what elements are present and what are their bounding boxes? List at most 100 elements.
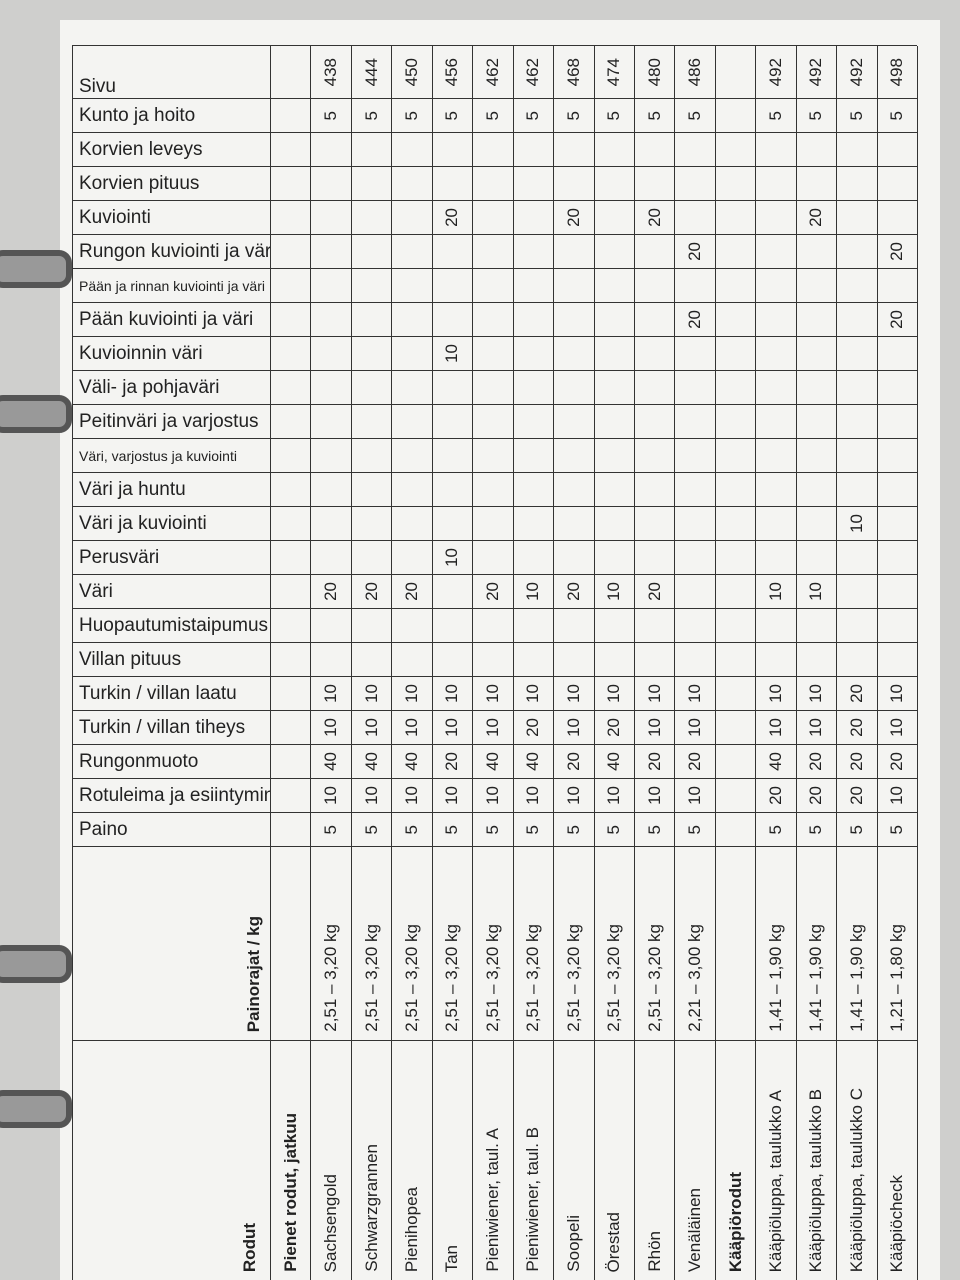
score-cell <box>634 371 676 405</box>
score-cell <box>675 133 716 167</box>
score-cell-text: 20 <box>846 684 866 703</box>
score-cell <box>554 269 595 303</box>
score-cell-text: 10 <box>402 718 422 737</box>
score-cell: 5 <box>473 99 514 133</box>
breed-name-text: Schwarzgrannen <box>361 1144 381 1272</box>
score-cell <box>877 405 918 439</box>
empty-cell <box>715 439 757 473</box>
score-cell <box>513 541 555 575</box>
score-cell <box>675 575 716 609</box>
breeds-label: Rodut <box>73 1041 271 1280</box>
score-cell <box>392 337 433 371</box>
score-cell: 20 <box>675 745 716 779</box>
breed-name: Tan <box>433 1041 474 1280</box>
score-cell-text: 5 <box>644 824 664 835</box>
score-cell: 10 <box>594 575 635 609</box>
score-cell: 5 <box>554 813 595 847</box>
breed-name-text: Kääpiöcheck <box>887 1174 907 1272</box>
score-cell <box>554 303 595 337</box>
score-cell: 456 <box>432 46 474 99</box>
score-cell-text: 20 <box>685 242 705 261</box>
score-cell-text: 10 <box>402 786 422 805</box>
score-cell: 5 <box>513 813 555 847</box>
score-cell: 20 <box>554 201 595 235</box>
score-cell <box>432 575 474 609</box>
score-cell-text: 5 <box>442 110 462 121</box>
score-cell <box>796 303 838 337</box>
criterion-label-text: Pään ja rinnan kuviointi ja väri <box>79 277 265 294</box>
score-cell <box>756 269 797 303</box>
score-cell <box>675 337 716 371</box>
breed-name-text: Soopeli <box>563 1215 583 1272</box>
score-cell: 10 <box>756 575 797 609</box>
score-cell <box>473 405 514 439</box>
score-cell: 10 <box>796 711 838 745</box>
score-cell <box>432 371 474 405</box>
score-cell <box>513 303 555 337</box>
score-cell-text: 10 <box>523 582 543 601</box>
score-cell-text: 462 <box>523 57 543 87</box>
score-cell <box>473 167 514 201</box>
breed-name: Kääpiöluppa, taulukko C <box>837 1041 878 1280</box>
score-cell <box>675 541 716 575</box>
score-cell <box>837 303 878 337</box>
score-cell-text: 5 <box>321 824 341 835</box>
criterion-label-text: Perusväri <box>79 546 160 568</box>
breed-name: Kääpiöcheck <box>878 1041 918 1280</box>
score-cell <box>756 133 797 167</box>
score-cell: 20 <box>796 779 838 813</box>
criterion-label: Korvien pituus <box>73 167 271 201</box>
score-cell: 40 <box>392 745 433 779</box>
score-cell <box>554 167 595 201</box>
empty-cell <box>715 201 757 235</box>
empty-cell <box>715 133 757 167</box>
score-cell: 10 <box>311 711 352 745</box>
score-cell-text: 5 <box>523 110 543 121</box>
score-cell-text: 10 <box>644 718 664 737</box>
score-cell-text: 10 <box>402 684 422 703</box>
breed-name: Kääpiöluppa, taulukko B <box>797 1041 838 1280</box>
score-cell <box>513 167 555 201</box>
score-cell-text: 10 <box>482 684 502 703</box>
score-cell: 10 <box>756 677 797 711</box>
score-cell: 10 <box>594 779 635 813</box>
score-cell <box>634 269 676 303</box>
weight-range-text: 2,51 – 3,20 kg <box>482 924 502 1032</box>
score-cell <box>392 167 433 201</box>
score-cell <box>513 337 555 371</box>
score-cell <box>796 269 838 303</box>
score-cell <box>432 167 474 201</box>
empty-cell <box>715 507 757 541</box>
score-cell <box>513 235 555 269</box>
score-cell <box>311 235 352 269</box>
score-cell-text: 10 <box>563 684 583 703</box>
score-cell <box>392 541 433 575</box>
score-cell-text: 20 <box>806 786 826 805</box>
score-cell-text: 40 <box>523 752 543 771</box>
score-cell: 20 <box>837 677 878 711</box>
weight-range-text: 1,21 – 1,80 kg <box>887 924 907 1032</box>
score-cell <box>756 167 797 201</box>
score-cell <box>594 473 635 507</box>
empty-cell <box>271 541 312 575</box>
score-cell <box>473 643 514 677</box>
score-cell <box>837 337 878 371</box>
score-cell <box>756 405 797 439</box>
score-cell-text: 10 <box>604 582 624 601</box>
empty-cell <box>271 405 312 439</box>
score-cell <box>796 405 838 439</box>
score-cell-text: 20 <box>846 752 866 771</box>
criterion-label: Paino <box>73 813 271 847</box>
score-cell-text: 5 <box>846 824 866 835</box>
score-cell: 20 <box>432 201 474 235</box>
score-cell <box>877 643 918 677</box>
score-cell: 10 <box>554 677 595 711</box>
score-cell-text: 5 <box>765 110 785 121</box>
score-cell <box>594 439 635 473</box>
score-cell <box>554 609 595 643</box>
score-cell: 5 <box>877 813 918 847</box>
score-cell: 20 <box>554 745 595 779</box>
score-cell <box>796 133 838 167</box>
score-cell: 20 <box>837 745 878 779</box>
score-cell: 10 <box>594 677 635 711</box>
